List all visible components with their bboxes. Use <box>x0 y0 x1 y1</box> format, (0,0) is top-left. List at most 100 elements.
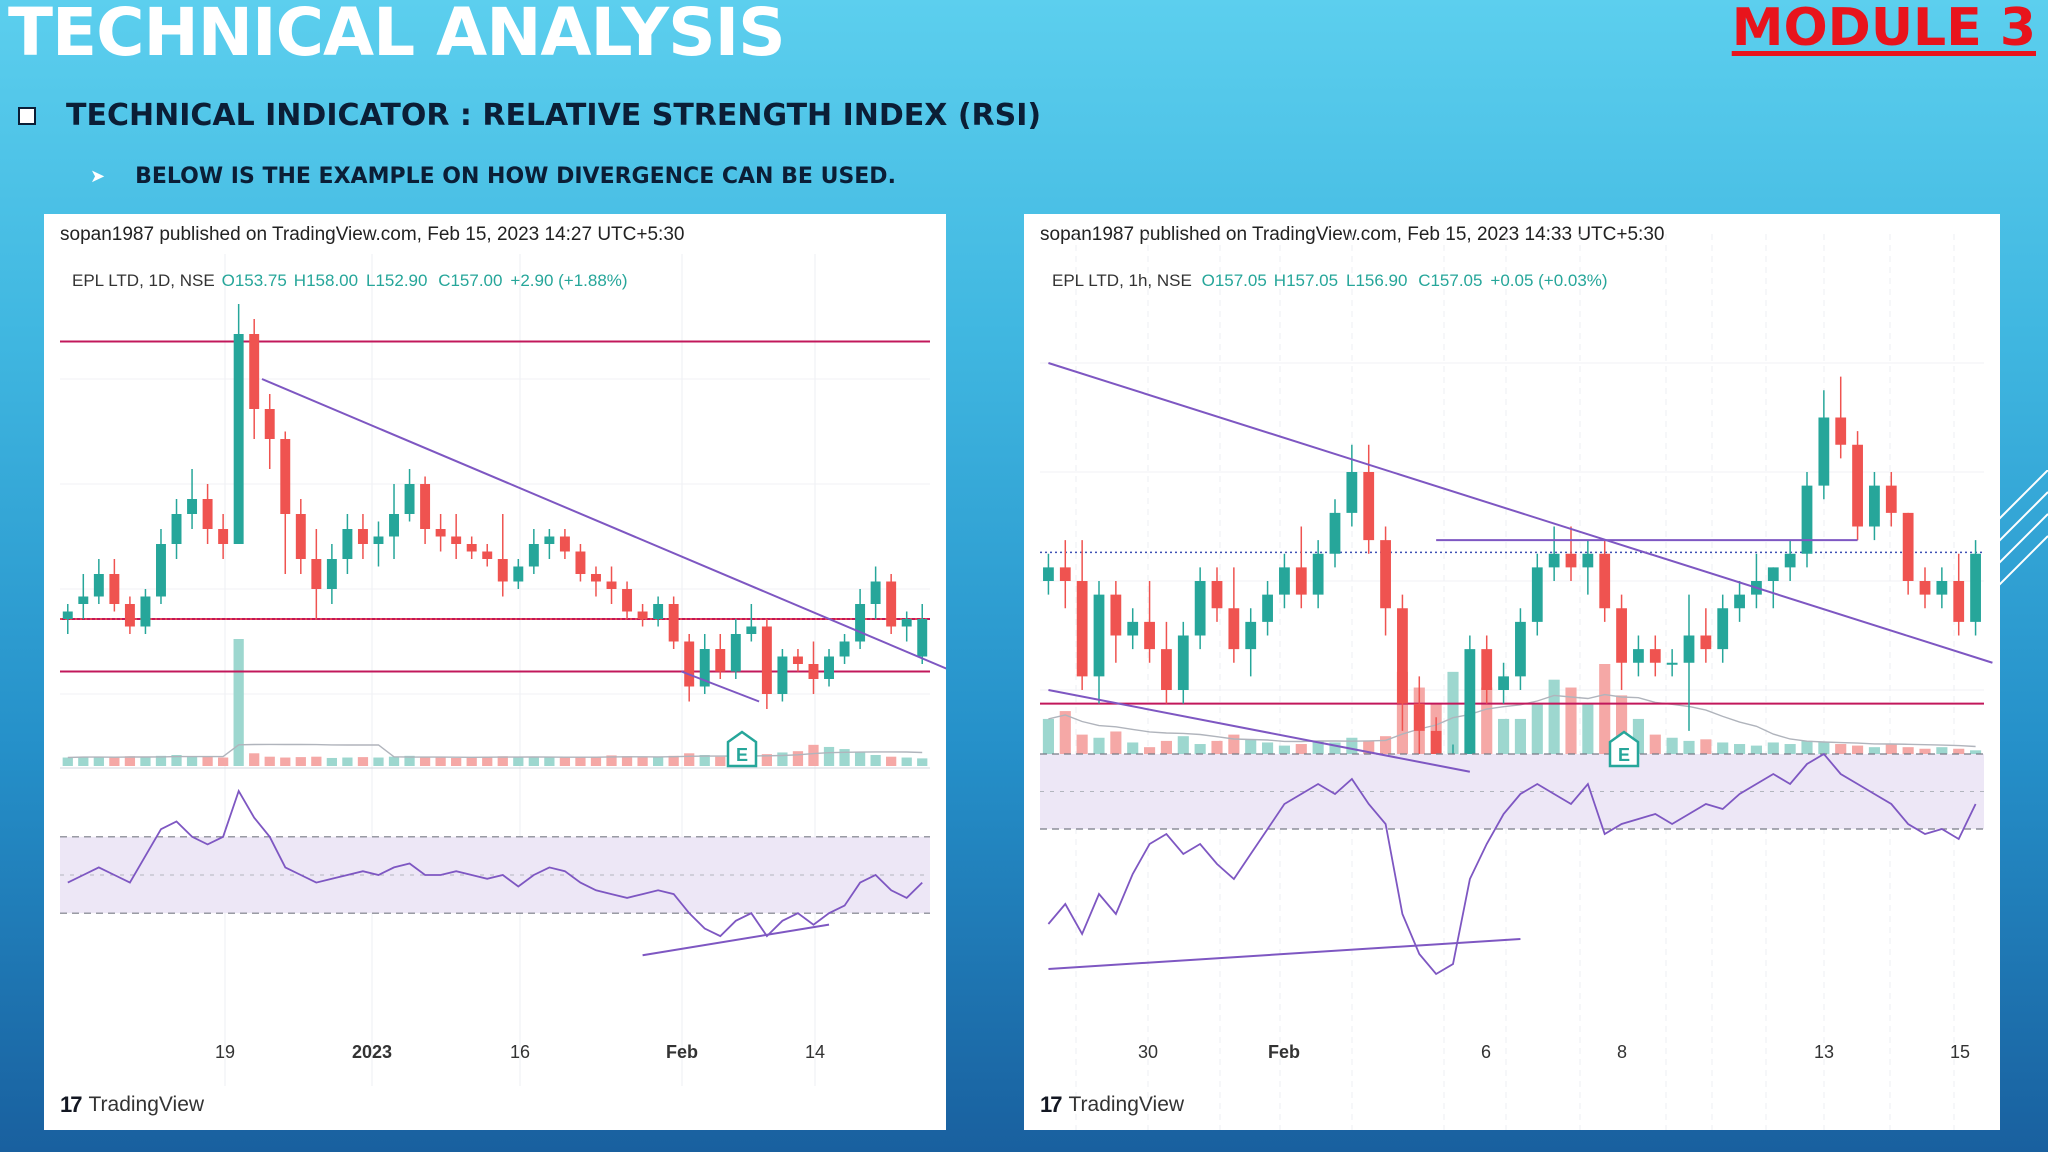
sub-bullet: ➤ BELOW IS THE EXAMPLE ON HOW DIVERGENCE… <box>90 164 896 189</box>
candle-body <box>1531 567 1543 622</box>
volume-bar <box>917 758 928 766</box>
candle-body <box>1312 553 1324 595</box>
candle-body <box>311 559 322 589</box>
candle-body <box>1363 472 1375 541</box>
volume-bar <box>171 754 182 766</box>
volume-bar <box>886 756 897 766</box>
volume-bar <box>1093 737 1105 766</box>
x-axis-tick-label: 30 <box>1138 1042 1158 1062</box>
published-caption: sopan1987 published on TradingView.com, … <box>60 224 685 245</box>
candle-body <box>684 641 695 687</box>
volume-bar <box>761 754 773 766</box>
volume-bar <box>217 757 229 766</box>
volume-bar <box>544 757 555 766</box>
volume-bar <box>699 754 710 766</box>
ohlc-legend-item: C157.05 <box>1418 271 1482 290</box>
ohlc-legend-item: O157.05 <box>1202 271 1267 290</box>
volume-bar <box>792 751 804 766</box>
volume-bar <box>1211 740 1223 766</box>
candle-body <box>1144 621 1155 650</box>
candle-body <box>591 574 601 582</box>
candle-body <box>1413 703 1425 731</box>
candle-body <box>1329 512 1341 554</box>
candle-body <box>1177 635 1189 690</box>
candle-body <box>249 334 260 409</box>
volume-bar <box>513 757 524 766</box>
candle-body <box>777 656 788 694</box>
candle-body <box>528 544 539 567</box>
candle-body <box>1565 553 1577 568</box>
volume-bar <box>1076 734 1088 766</box>
volume-bar <box>1042 718 1054 766</box>
tradingview-brand-text: TradingView <box>1068 1093 1185 1116</box>
volume-bar <box>140 757 151 766</box>
x-axis-tick-label: Feb <box>666 1042 698 1062</box>
candle-body <box>1970 553 1981 622</box>
trendline <box>681 670 760 703</box>
volume-bar <box>1498 718 1510 766</box>
x-axis-tick-label: 6 <box>1481 1042 1491 1062</box>
arrow-bullet-icon: ➤ <box>90 166 106 186</box>
candle-body <box>124 604 135 627</box>
volume-bar <box>1228 734 1240 766</box>
volume-bar <box>311 756 322 766</box>
candle-body <box>1430 730 1442 759</box>
candle-body <box>1953 581 1965 622</box>
volume-bar <box>388 756 400 766</box>
candle-body <box>1059 567 1071 581</box>
candle-body <box>326 559 337 589</box>
volume-bar <box>652 756 664 766</box>
volume-bar <box>357 757 369 766</box>
candle-body <box>730 634 741 672</box>
volume-bar <box>1346 737 1358 766</box>
x-axis-tick-label: 16 <box>510 1042 530 1062</box>
candle-body <box>1700 635 1712 650</box>
hourly-chart[interactable]: E EPL LTD, 1h, NSE O157.05 H157.05 L156.90 C1… <box>1024 214 2000 1130</box>
earnings-marker-label: E <box>1618 745 1630 765</box>
rsi-line <box>1047 752 1977 976</box>
earnings-marker-label: E <box>736 745 748 765</box>
volume-bar <box>870 754 881 766</box>
trendline <box>1048 362 1993 664</box>
ohlc-legend-item: EPL LTD, 1h, NSE <box>1052 271 1192 290</box>
candle-body <box>1043 567 1054 581</box>
candle-body <box>497 559 508 582</box>
candle-body <box>1666 662 1678 665</box>
candle-body <box>1194 581 1206 636</box>
ohlc-legend-item: +2.90 (+1.88%) <box>510 271 627 290</box>
candle-body <box>1161 649 1172 690</box>
candle-body <box>404 484 415 514</box>
volume-bar <box>1649 734 1661 766</box>
volume-bar <box>435 757 446 766</box>
volume-bar <box>1177 736 1189 766</box>
volume-bar <box>202 756 213 766</box>
volume-average-line <box>67 743 923 759</box>
volume-bar <box>264 756 275 766</box>
candle-body <box>1919 581 1931 595</box>
daily-chart[interactable]: E EPL LTD, 1D, NSE O153.75 H158.00 L152.90 C1… <box>44 214 946 1130</box>
trendline <box>261 378 946 670</box>
bullet-heading: TECHNICAL INDICATOR : RELATIVE STRENGTH … <box>18 98 1041 133</box>
candle-body <box>808 664 819 679</box>
candle-body <box>1801 485 1813 554</box>
candle-body <box>420 484 431 529</box>
candle-body <box>1110 594 1122 636</box>
x-axis-tick-label: 2023 <box>352 1042 392 1062</box>
volume-bar <box>124 756 136 766</box>
candle-body <box>761 626 772 694</box>
candle-body <box>1869 485 1880 527</box>
candle-body <box>839 641 850 657</box>
candle-body <box>1346 472 1358 513</box>
candle-body <box>1397 608 1408 704</box>
earnings-marker-icon <box>726 730 758 768</box>
candle-body <box>1649 649 1661 663</box>
candle-body <box>1279 567 1290 595</box>
candle-body <box>1548 553 1560 568</box>
volume-bar <box>1447 671 1459 766</box>
tradingview-logo-icon: 17 <box>1040 1092 1063 1117</box>
trendline <box>1048 689 1471 773</box>
volume-bar <box>404 755 415 766</box>
candle-body <box>1498 676 1509 690</box>
candle-body <box>1093 594 1105 677</box>
volume-bar <box>823 746 835 766</box>
